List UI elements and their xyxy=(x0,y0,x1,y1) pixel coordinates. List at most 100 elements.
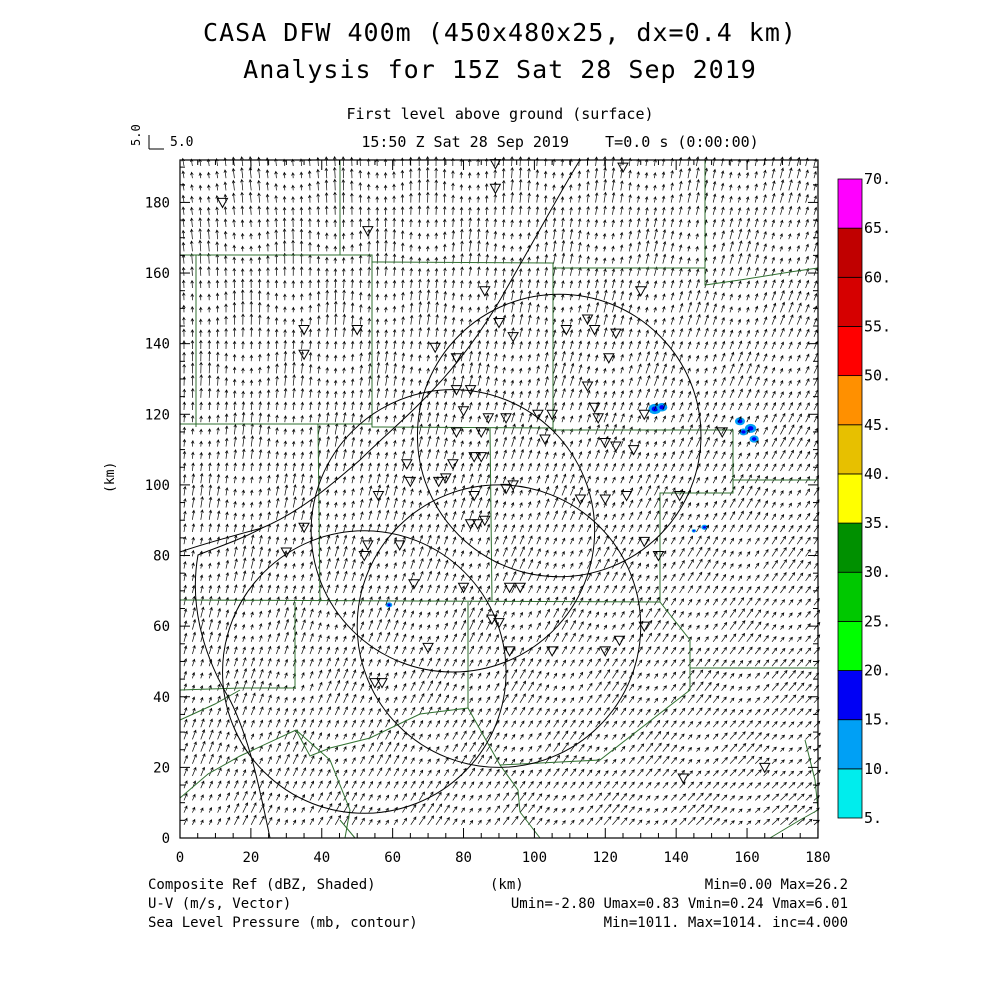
colorbar-label: 55. xyxy=(864,317,891,335)
reflectivity-core xyxy=(751,437,757,441)
county-boundary xyxy=(467,707,521,813)
colorbar-label: 20. xyxy=(864,662,891,680)
colorbar-swatch xyxy=(837,768,863,819)
colorbar-swatch xyxy=(837,227,863,278)
station-marker xyxy=(361,226,374,237)
y-tick-label: 180 xyxy=(145,195,170,211)
station-marker xyxy=(546,409,558,421)
radar-range-ring xyxy=(356,484,642,768)
station-marker xyxy=(468,452,481,463)
station-marker xyxy=(464,385,477,396)
county-boundary xyxy=(489,427,493,603)
pressure-contour xyxy=(194,527,271,839)
colorbar-swatch xyxy=(837,178,863,229)
colorbar-swatch xyxy=(837,473,863,524)
station-marker xyxy=(588,325,601,336)
station-marker xyxy=(429,342,442,354)
station-marker xyxy=(652,551,665,562)
x-tick-labels: 0 20 40 60 80 100 120 140 160 180 xyxy=(176,850,831,866)
y-tick-label: 160 xyxy=(145,266,170,282)
station-marker xyxy=(503,582,516,594)
station-marker xyxy=(432,476,445,488)
colorbar-label: 10. xyxy=(864,760,891,778)
station-marker xyxy=(478,515,491,527)
colorbar-swatch xyxy=(837,276,863,327)
station-marker xyxy=(216,197,229,209)
county-boundary xyxy=(295,729,351,839)
station-marker xyxy=(408,579,420,590)
station-marker xyxy=(468,490,481,502)
county-boundary xyxy=(179,599,661,603)
station-marker xyxy=(592,413,605,424)
county-boundary xyxy=(179,602,469,799)
reflectivity-core xyxy=(702,526,707,529)
station-marker xyxy=(422,642,434,654)
vector-scale-label: 5.0 xyxy=(170,135,193,150)
station-marker xyxy=(560,325,573,336)
radar-range-rings xyxy=(222,293,702,814)
colorbar-label: 30. xyxy=(864,563,891,581)
station-marker xyxy=(369,678,381,689)
station-marker xyxy=(503,646,516,657)
colorbar-label: 70. xyxy=(864,170,891,188)
colorbar-swatch xyxy=(837,719,863,770)
level-label: First level above ground (surface) xyxy=(346,105,654,123)
station-marker xyxy=(677,773,690,785)
x-tick-label: 0 xyxy=(176,850,184,866)
x-axis-label: (km) xyxy=(490,877,524,893)
vector-scale-key: 5.0 5.0 xyxy=(129,124,193,150)
axis-ticks xyxy=(179,160,819,839)
station-marker xyxy=(634,286,647,297)
station-marker xyxy=(280,547,293,559)
y-tick-label: 20 xyxy=(153,760,170,776)
station-marker xyxy=(298,349,310,361)
station-marker xyxy=(581,314,594,325)
time-label: 15:50 Z Sat 28 Sep 2019 T=0.0 s (0:00:00… xyxy=(361,133,759,151)
station-marker xyxy=(493,618,505,629)
station-marker xyxy=(482,413,495,424)
station-marker xyxy=(638,536,651,548)
station-marker xyxy=(447,459,459,470)
colorbar-swatch xyxy=(837,522,863,573)
colorbar-swatch xyxy=(837,620,863,671)
station-marker xyxy=(475,452,488,463)
station-marker xyxy=(574,494,587,506)
pressure-contours xyxy=(179,159,581,839)
station-marker xyxy=(471,519,484,530)
station-marker xyxy=(361,540,374,551)
county-boundary xyxy=(317,423,321,603)
colorbar-label: 50. xyxy=(864,367,891,385)
footer-stats-1: Min=0.00 Max=26.2 xyxy=(704,877,848,893)
station-marker xyxy=(613,635,626,647)
wind-vectors xyxy=(181,155,822,826)
y-tick-label: 140 xyxy=(145,337,170,353)
colorbar-swatch xyxy=(837,375,863,426)
station-marker xyxy=(599,646,612,657)
station-marker xyxy=(478,286,491,297)
station-marker xyxy=(493,317,505,329)
station-marker xyxy=(351,325,364,336)
station-marker xyxy=(475,427,488,438)
y-tick-label: 60 xyxy=(153,619,170,635)
footer-field-2: U-V (m/s, Vector) xyxy=(148,896,292,912)
county-boundary xyxy=(704,267,819,286)
county-boundary xyxy=(340,160,706,269)
station-marker xyxy=(627,445,640,456)
y-tick-labels: 0 20 40 60 80 100 120 140 160 180 xyxy=(145,195,170,847)
x-tick-label: 160 xyxy=(734,850,759,866)
y-tick-label: 0 xyxy=(162,831,170,847)
pressure-contour xyxy=(179,159,581,553)
footer-stats-3: Min=1011. Max=1014. inc=4.000 xyxy=(603,915,848,931)
station-marker xyxy=(514,582,527,594)
station-marker xyxy=(507,332,519,343)
station-marker xyxy=(372,490,385,502)
y-tick-label: 100 xyxy=(145,478,170,494)
station-marker xyxy=(358,551,371,562)
station-marker xyxy=(588,402,601,414)
station-marker xyxy=(638,621,651,633)
county-boundary xyxy=(519,811,541,839)
reflectivity-core xyxy=(741,430,746,434)
county-boundary xyxy=(769,809,819,839)
colorbar-label: 25. xyxy=(864,612,891,630)
